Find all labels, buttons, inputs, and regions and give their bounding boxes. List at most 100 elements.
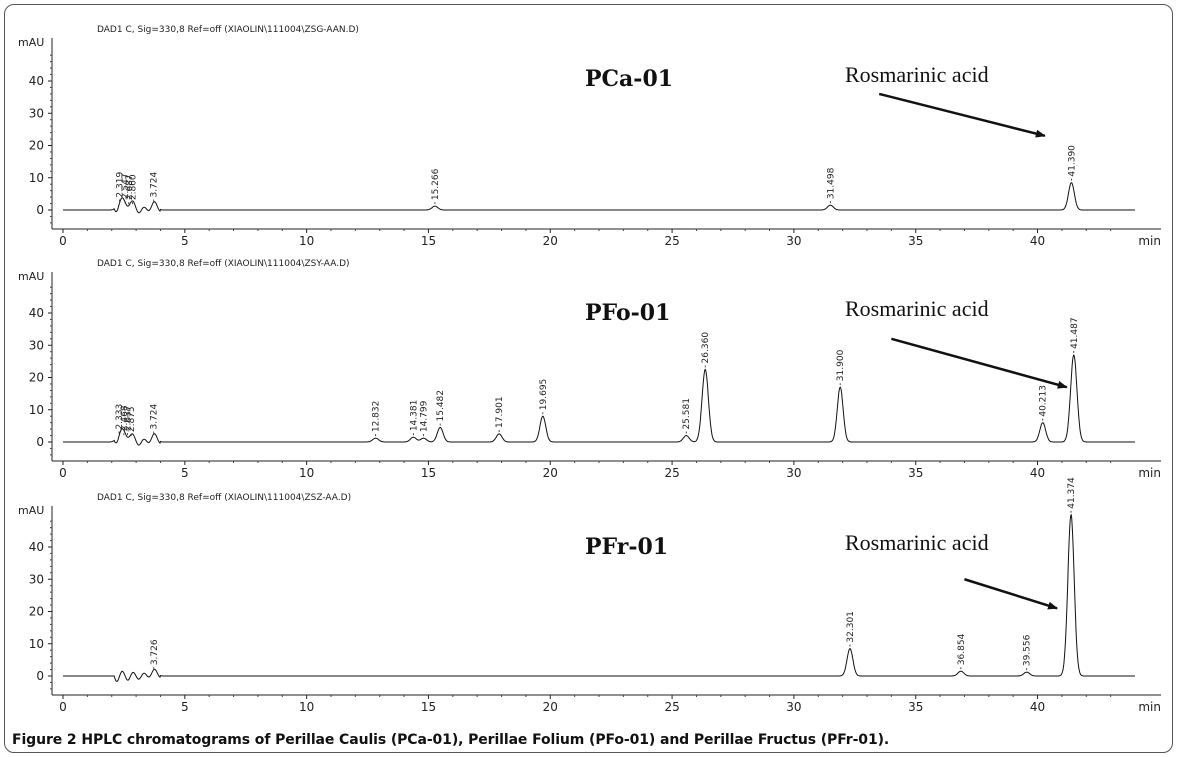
peak-label: 2.860 bbox=[128, 174, 138, 200]
y-axis-label: mAU bbox=[18, 270, 44, 283]
peak-label: 36.854 bbox=[957, 633, 967, 665]
peak-label: 41.487 bbox=[1070, 317, 1080, 349]
peak-label: 14.381 bbox=[409, 400, 419, 432]
chromatogram-trace bbox=[63, 182, 1135, 214]
peak-label: 12.832 bbox=[372, 401, 382, 433]
y-tick-label: 30 bbox=[29, 338, 44, 352]
x-tick-label: 30 bbox=[786, 234, 801, 248]
x-tick-label: 35 bbox=[908, 466, 923, 480]
peak-label: 2.637 bbox=[124, 405, 134, 431]
chromatogram-panel-2: DAD1 C, Sig=330,8 Ref=off (XIAOLIN\11100… bbox=[18, 259, 1161, 480]
x-tick-label: 5 bbox=[181, 234, 189, 248]
x-tick-label: 0 bbox=[59, 466, 67, 480]
x-tick-label: 40 bbox=[1030, 700, 1045, 714]
x-tick-label: 10 bbox=[299, 700, 314, 714]
figure-frame bbox=[4, 4, 1173, 753]
x-tick-label: 25 bbox=[664, 234, 679, 248]
annotation-text: Rosmarinic acid bbox=[845, 62, 989, 87]
chromatogram-trace bbox=[63, 513, 1135, 682]
y-tick-label: 0 bbox=[36, 203, 44, 217]
panel-header: DAD1 C, Sig=330,8 Ref=off (XIAOLIN\11100… bbox=[97, 493, 351, 503]
peak-label: 2.687 bbox=[125, 174, 135, 200]
x-axis-label: min bbox=[1138, 466, 1161, 480]
figure-caption-label: Figure 2 bbox=[12, 732, 77, 748]
y-tick-label: 40 bbox=[29, 540, 44, 554]
x-tick-label: 40 bbox=[1030, 234, 1045, 248]
x-tick-label: 25 bbox=[664, 700, 679, 714]
x-tick-label: 40 bbox=[1030, 466, 1045, 480]
y-axis-label: mAU bbox=[18, 504, 44, 517]
x-tick-label: 20 bbox=[543, 466, 558, 480]
peak-label: 2.319 bbox=[115, 172, 125, 198]
annotation-text: Rosmarinic acid bbox=[845, 530, 989, 555]
y-tick-label: 30 bbox=[29, 572, 44, 586]
y-tick-label: 20 bbox=[29, 371, 44, 385]
peak-label: 31.900 bbox=[836, 349, 846, 381]
x-tick-label: 10 bbox=[299, 234, 314, 248]
x-tick-label: 20 bbox=[543, 234, 558, 248]
sample-label: PFr-01 bbox=[585, 534, 668, 560]
y-tick-label: 30 bbox=[29, 106, 44, 120]
y-tick-label: 0 bbox=[36, 435, 44, 449]
y-tick-label: 10 bbox=[29, 637, 44, 651]
x-tick-label: 20 bbox=[543, 700, 558, 714]
x-tick-label: 30 bbox=[786, 466, 801, 480]
peak-label: 3.724 bbox=[150, 404, 160, 430]
peak-label: 41.390 bbox=[1067, 145, 1077, 177]
annotation-arrow bbox=[964, 578, 1058, 610]
panel-header: DAD1 C, Sig=330,8 Ref=off (XIAOLIN\11100… bbox=[97, 259, 350, 269]
panel-header: DAD1 C, Sig=330,8 Ref=off (XIAOLIN\11100… bbox=[97, 25, 359, 35]
x-tick-label: 15 bbox=[421, 700, 436, 714]
annotation-arrow bbox=[891, 337, 1068, 389]
peak-label: 26.360 bbox=[701, 332, 711, 364]
peak-label: 40.213 bbox=[1039, 385, 1049, 417]
peak-label: 39.556 bbox=[1023, 634, 1033, 666]
figure-caption: Figure 2 HPLC chromatograms of Perillae … bbox=[12, 732, 889, 748]
peak-label: 31.498 bbox=[826, 167, 836, 199]
chromatogram-trace bbox=[63, 354, 1135, 446]
peak-label: 2.547 bbox=[121, 173, 131, 199]
chromatogram-panel-1: DAD1 C, Sig=330,8 Ref=off (XIAOLIN\11100… bbox=[18, 25, 1161, 248]
peak-label: 15.482 bbox=[436, 390, 446, 422]
y-tick-label: 10 bbox=[29, 171, 44, 185]
peak-label: 2.333 bbox=[115, 404, 125, 430]
peak-label: 2.875 bbox=[127, 406, 137, 432]
peak-label: 14.799 bbox=[420, 400, 430, 432]
y-tick-label: 10 bbox=[29, 403, 44, 417]
peak-label: 19.695 bbox=[539, 379, 549, 411]
x-tick-label: 0 bbox=[59, 234, 67, 248]
peak-label: 3.726 bbox=[150, 639, 160, 665]
annotation-arrow bbox=[878, 92, 1046, 138]
y-tick-label: 40 bbox=[29, 306, 44, 320]
x-tick-label: 5 bbox=[181, 700, 189, 714]
y-tick-label: 0 bbox=[36, 669, 44, 683]
y-axis-label: mAU bbox=[18, 36, 44, 49]
x-tick-label: 15 bbox=[421, 466, 436, 480]
peak-label: 17.901 bbox=[495, 396, 505, 427]
y-tick-label: 20 bbox=[29, 605, 44, 619]
peak-label: 25.581 bbox=[682, 398, 692, 430]
sample-label: PCa-01 bbox=[585, 66, 673, 92]
chromatogram-panel-3: DAD1 C, Sig=330,8 Ref=off (XIAOLIN\11100… bbox=[18, 477, 1161, 714]
annotation-text: Rosmarinic acid bbox=[845, 296, 989, 321]
x-tick-label: 35 bbox=[908, 234, 923, 248]
x-tick-label: 5 bbox=[181, 466, 189, 480]
figure-caption-text: HPLC chromatograms of Perillae Caulis (P… bbox=[76, 732, 890, 748]
x-tick-label: 15 bbox=[421, 234, 436, 248]
x-axis-label: min bbox=[1138, 700, 1161, 714]
peak-label: 2.468 bbox=[120, 405, 130, 431]
x-tick-label: 10 bbox=[299, 466, 314, 480]
x-axis-label: min bbox=[1138, 234, 1161, 248]
x-tick-label: 35 bbox=[908, 700, 923, 714]
peak-label: 3.724 bbox=[150, 172, 160, 198]
x-tick-label: 25 bbox=[664, 466, 679, 480]
peak-label: 15.266 bbox=[431, 168, 441, 200]
y-tick-label: 20 bbox=[29, 139, 44, 153]
peak-label: 41.374 bbox=[1067, 477, 1077, 509]
y-tick-label: 40 bbox=[29, 74, 44, 88]
x-tick-label: 30 bbox=[786, 700, 801, 714]
peak-label: 32.301 bbox=[846, 611, 856, 643]
x-tick-label: 0 bbox=[59, 700, 67, 714]
sample-label: PFo-01 bbox=[585, 300, 670, 326]
